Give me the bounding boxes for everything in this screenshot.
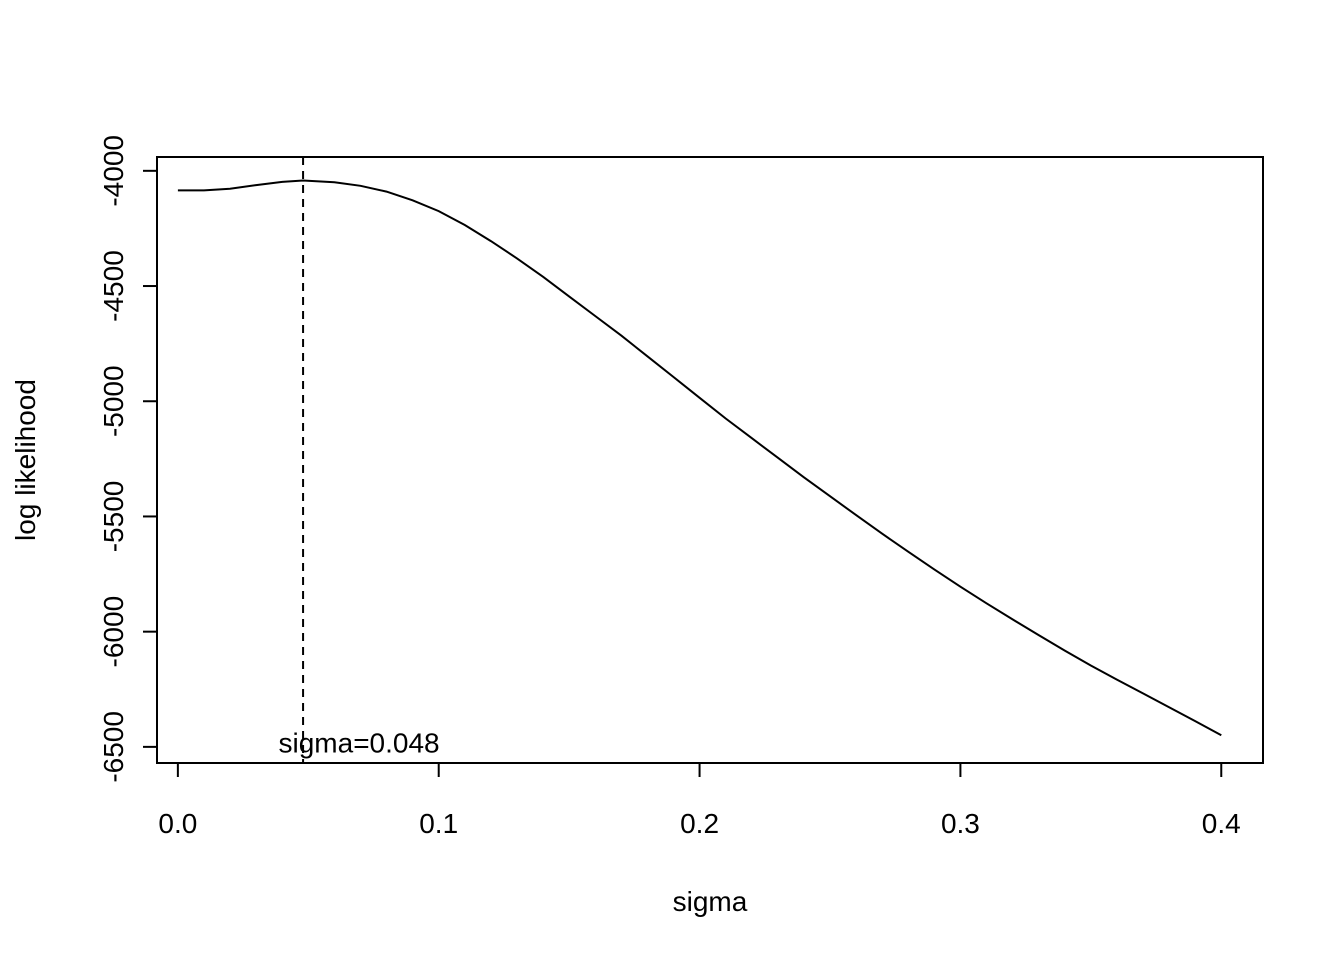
y-axis: -4000 -4500 -5000 -5500 -6000 -6500	[98, 135, 158, 783]
max-sigma-annotation: sigma=0.048	[279, 727, 440, 758]
x-tick-label: 0.0	[158, 808, 197, 839]
x-tick-label: 0.1	[419, 808, 458, 839]
x-axis: 0.0 0.1 0.2 0.3 0.4	[158, 762, 1241, 839]
x-axis-title: sigma	[673, 886, 748, 917]
y-tick-label: -5000	[98, 365, 129, 437]
x-tick-label: 0.2	[680, 808, 719, 839]
y-tick-label: -4500	[98, 250, 129, 322]
log-likelihood-line	[177, 179, 1222, 737]
y-tick-label: -6000	[98, 596, 129, 668]
plot-box	[156, 156, 1264, 764]
x-tick-label: 0.4	[1202, 808, 1241, 839]
y-tick-label: -4000	[98, 135, 129, 207]
x-tick-label: 0.3	[941, 808, 980, 839]
y-tick-label: -6500	[98, 711, 129, 783]
y-axis-title: log likelihood	[10, 379, 41, 541]
y-tick-label: -5500	[98, 481, 129, 553]
